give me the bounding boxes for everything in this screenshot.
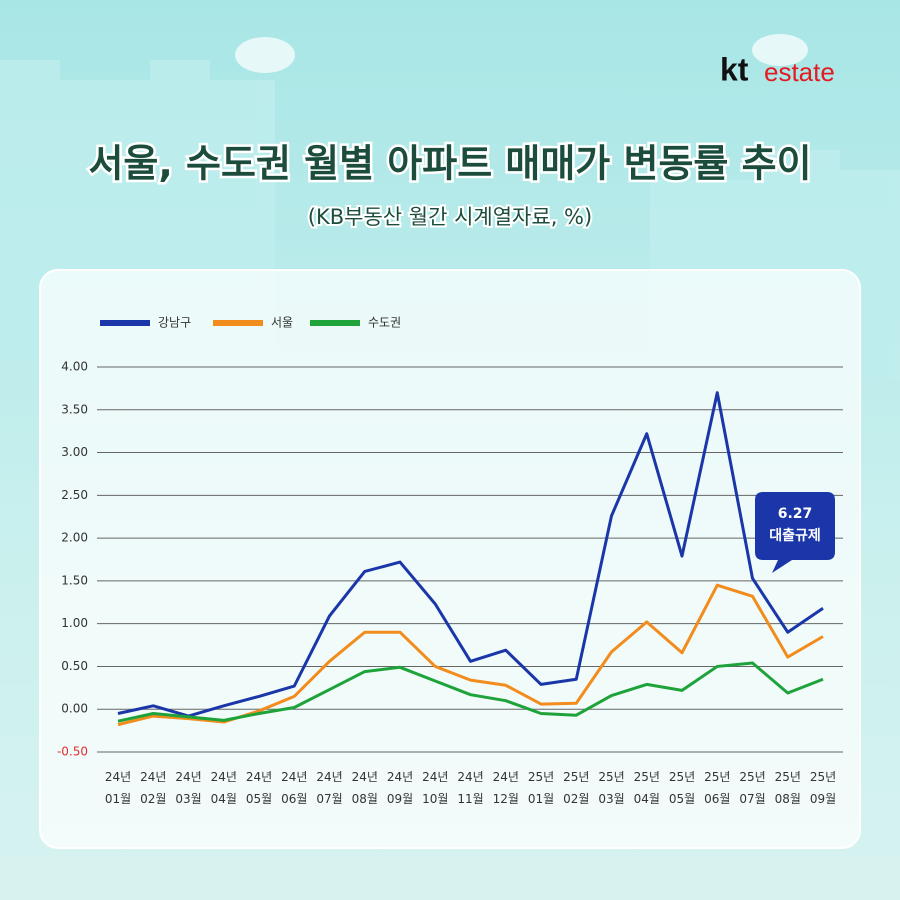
x-tick-label: 25년 02월	[563, 770, 590, 806]
y-tick-label: 1.50	[61, 573, 88, 587]
x-tick-label: 24년 12월	[492, 770, 519, 806]
x-tick-label: 24년 05월	[245, 770, 273, 806]
x-tick-label: 24년 08월	[351, 770, 378, 806]
x-tick-label: 25년 09월	[809, 770, 837, 806]
y-tick-label: 3.00	[61, 445, 88, 459]
y-tick-label: 0.50	[61, 659, 88, 673]
y-tick-label: 2.50	[61, 488, 88, 502]
y-tick-label: 0.00	[61, 702, 88, 716]
x-tick-label: 24년 06월	[281, 770, 308, 806]
legend-label: 강남구	[158, 316, 191, 330]
x-tick-label: 24년 04월	[210, 770, 237, 806]
series-line	[117, 583, 824, 727]
x-tick-label: 24년 02월	[140, 770, 167, 806]
chart-subtitle: (KB부동산 월간 시계열자료, %)	[308, 205, 592, 229]
x-tick-label: 24년 03월	[175, 770, 202, 806]
annotation-text: 6.27	[778, 506, 813, 522]
x-tick-label: 24년 01월	[104, 770, 132, 806]
series-line	[117, 661, 824, 723]
y-tick-label: 2.00	[61, 531, 88, 545]
y-tick-label: -0.50	[57, 745, 88, 759]
brand-word: estate	[764, 57, 835, 87]
annotation-bubble	[755, 492, 835, 573]
brand-mark: kt	[720, 51, 749, 87]
cloud	[752, 34, 808, 66]
x-tick-label: 24년 10월	[422, 770, 449, 806]
y-tick-label: 1.00	[61, 616, 88, 630]
x-tick-label: 25년 03월	[598, 770, 625, 806]
x-tick-label: 25년 05월	[668, 770, 696, 806]
x-tick-label: 25년 08월	[774, 770, 801, 806]
x-tick-label: 24년 07월	[316, 770, 343, 806]
cloud	[235, 37, 295, 73]
x-tick-label: 25년 04월	[633, 770, 660, 806]
y-tick-label: 3.50	[61, 402, 88, 416]
chart-title: 서울, 수도권 월별 아파트 매매가 변동률 추이	[88, 142, 811, 186]
y-tick-label: 4.00	[61, 360, 88, 374]
annotation-text: 대출규제	[769, 527, 821, 544]
legend-label: 서울	[271, 316, 293, 330]
series-line	[117, 391, 824, 718]
x-tick-label: 24년 09월	[386, 770, 414, 806]
x-tick-label: 24년 11월	[457, 770, 484, 806]
x-tick-label: 25년 01월	[527, 770, 555, 806]
x-tick-label: 25년 07월	[739, 770, 766, 806]
x-tick-label: 25년 06월	[704, 770, 731, 806]
chart-card	[39, 269, 861, 849]
legend-label: 수도권	[368, 316, 401, 330]
